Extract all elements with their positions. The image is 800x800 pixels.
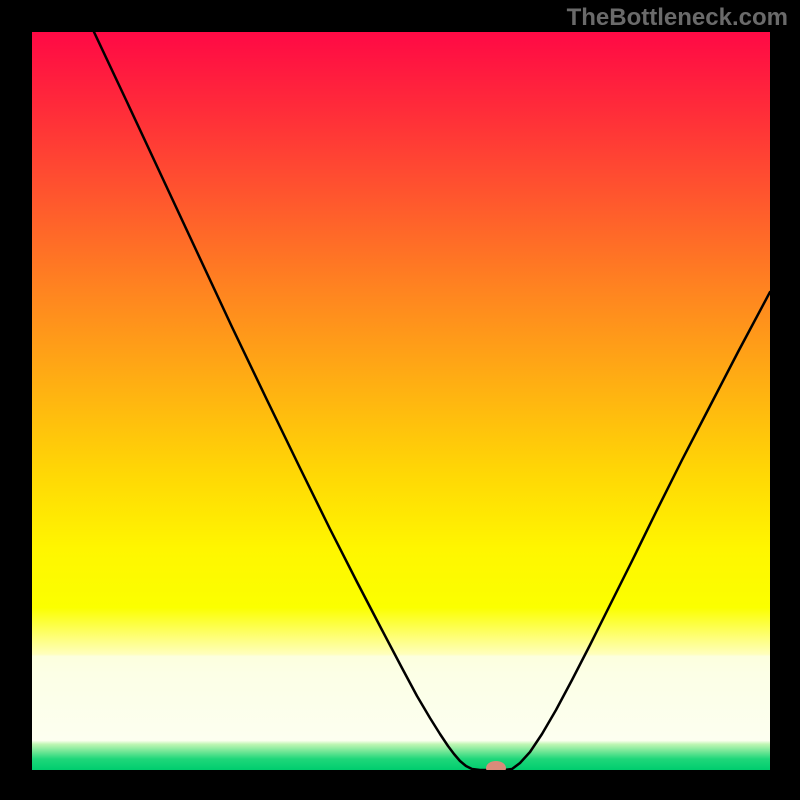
watermark-text: TheBottleneck.com xyxy=(567,4,788,32)
chart-container: TheBottleneck.com xyxy=(0,0,800,800)
plot-svg xyxy=(32,32,770,770)
plot-area xyxy=(32,32,770,770)
gradient-background xyxy=(32,32,770,770)
